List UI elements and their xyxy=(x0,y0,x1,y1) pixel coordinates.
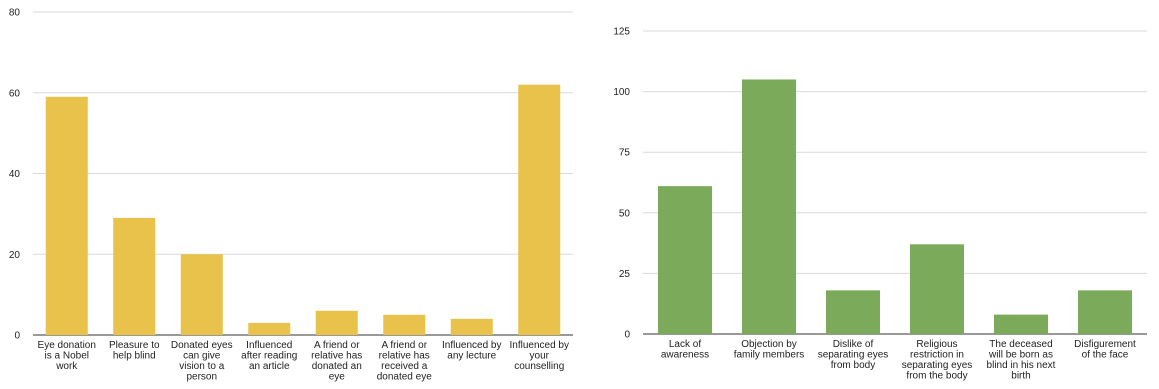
bar xyxy=(113,217,156,335)
y-tick-label: 100 xyxy=(613,87,630,98)
x-category-label: A friend or relative has donated an eye xyxy=(311,340,362,383)
y-tick-label: 0 xyxy=(14,331,20,342)
y-tick-label: 60 xyxy=(9,88,21,99)
y-tick-label: 50 xyxy=(619,208,631,219)
bar xyxy=(383,314,426,335)
bar xyxy=(180,254,223,335)
x-category-label: Objection by family members xyxy=(734,339,805,361)
bar xyxy=(826,290,880,334)
bar xyxy=(450,318,493,335)
left-bar-chart: 0 20 40 60 80 Eye donation is a Nobel work Pleas… xyxy=(9,8,573,383)
bar xyxy=(315,310,358,335)
y-tick-label: 75 xyxy=(619,148,631,159)
bar xyxy=(742,79,796,334)
x-category-label: Lack of awareness xyxy=(661,339,709,361)
x-category-label: The deceased will be born as blind in his … xyxy=(987,339,1056,382)
right-bar-chart: 0 25 50 75 100 125 Lack of awareness Objection b… xyxy=(613,27,1147,382)
x-category-label: A friend or relative has received a donated… xyxy=(377,340,432,383)
x-category-label: Dislike of separating eyes from body xyxy=(818,339,889,371)
y-tick-label: 40 xyxy=(9,169,21,180)
x-category-label: Influenced by your counselling xyxy=(510,340,570,372)
x-category-label: Religious restriction in separating eyes fr… xyxy=(902,339,973,382)
y-tick-label: 20 xyxy=(9,250,21,261)
x-category-label: Eye donation is a Nobel work xyxy=(38,340,96,372)
x-category-label: Donated eyes can give vision to a person xyxy=(171,340,233,383)
x-category-label: Disfigurement of the face xyxy=(1074,339,1136,361)
x-category-label: Influenced by any lecture xyxy=(442,340,502,362)
bar xyxy=(518,84,561,335)
bar xyxy=(658,186,712,334)
bar xyxy=(1078,290,1132,334)
bar xyxy=(45,96,88,335)
bar xyxy=(994,314,1048,334)
y-tick-label: 25 xyxy=(619,269,631,280)
y-tick-label: 80 xyxy=(9,8,21,19)
y-tick-label: 125 xyxy=(613,27,630,38)
y-tick-label: 0 xyxy=(624,330,630,341)
x-category-label: Influenced after reading an article xyxy=(241,340,297,372)
bar xyxy=(248,322,291,335)
x-category-label: Pleasure to help blind xyxy=(109,340,160,362)
bar xyxy=(910,244,964,334)
